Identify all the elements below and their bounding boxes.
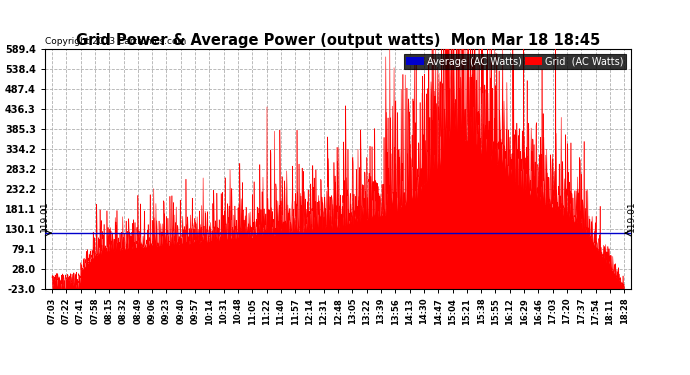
Text: Copyright 2013 Cartronics.com: Copyright 2013 Cartronics.com	[45, 38, 186, 46]
Legend: Average (AC Watts), Grid  (AC Watts): Average (AC Watts), Grid (AC Watts)	[404, 54, 627, 69]
Text: 119.01: 119.01	[40, 200, 50, 231]
Title: Grid Power & Average Power (output watts)  Mon Mar 18 18:45: Grid Power & Average Power (output watts…	[76, 33, 600, 48]
Text: 119.01: 119.01	[627, 200, 636, 231]
